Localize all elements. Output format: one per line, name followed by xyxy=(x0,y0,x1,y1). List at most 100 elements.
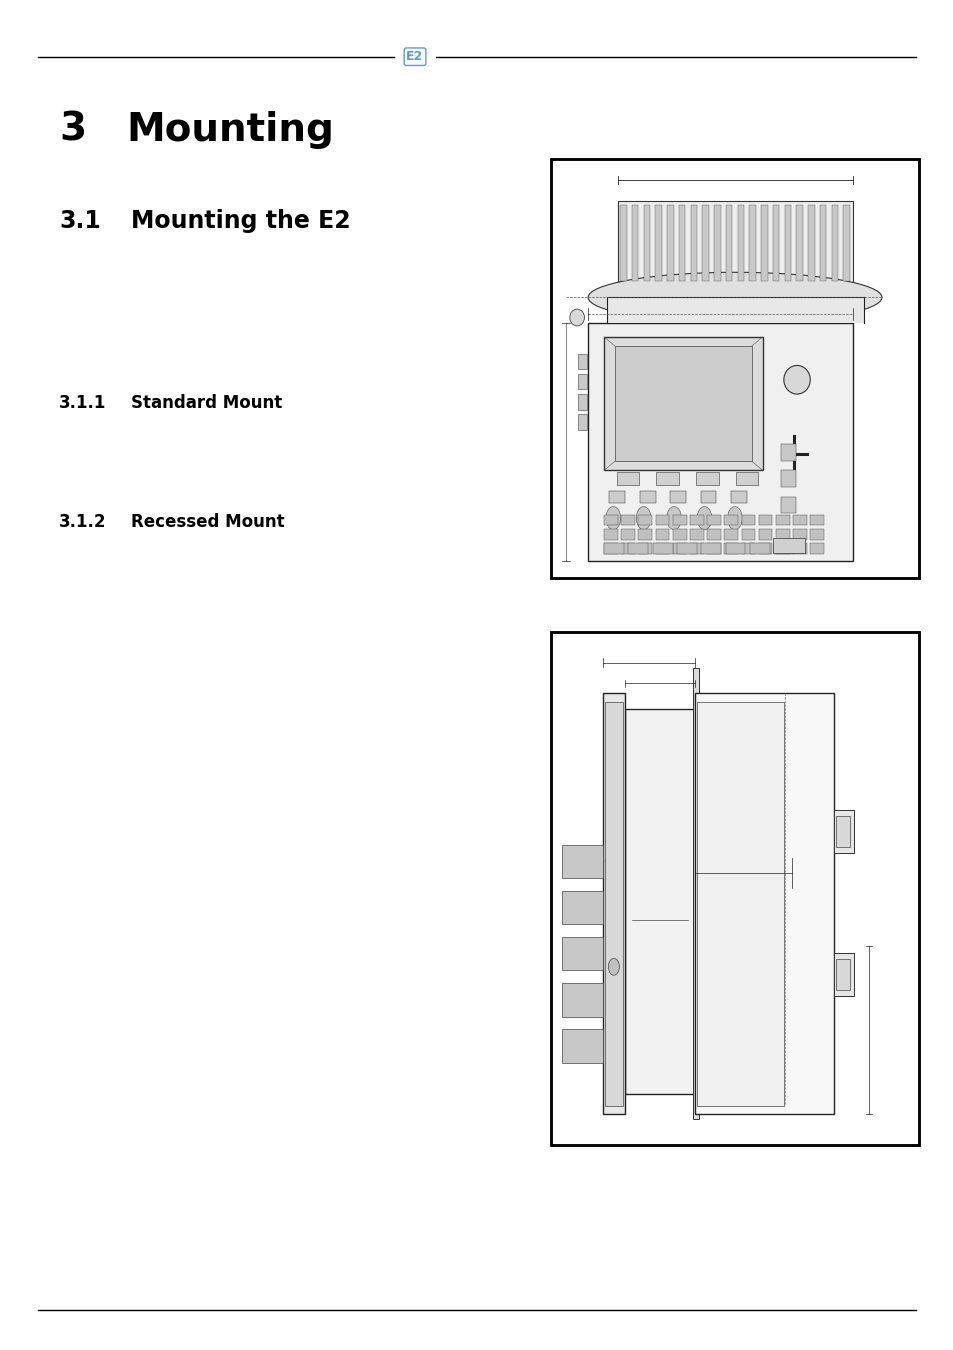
Bar xyxy=(781,444,795,460)
Bar xyxy=(774,543,793,554)
Bar xyxy=(784,205,790,281)
Bar xyxy=(562,1029,602,1062)
Bar xyxy=(620,514,635,525)
Ellipse shape xyxy=(636,506,650,529)
Bar xyxy=(620,543,635,554)
Bar xyxy=(679,205,684,281)
Ellipse shape xyxy=(697,506,711,529)
Ellipse shape xyxy=(727,506,741,529)
Bar xyxy=(655,205,661,281)
Bar xyxy=(725,543,744,554)
Bar xyxy=(749,205,755,281)
Bar xyxy=(697,702,783,1106)
Bar xyxy=(706,529,720,540)
Bar xyxy=(615,346,751,462)
Bar xyxy=(836,958,849,990)
Bar xyxy=(603,543,623,554)
Bar xyxy=(740,514,755,525)
Text: 3.1.2: 3.1.2 xyxy=(59,513,107,531)
Bar xyxy=(758,529,772,540)
Bar xyxy=(758,514,772,525)
Bar xyxy=(723,514,738,525)
Bar xyxy=(638,514,652,525)
Bar xyxy=(603,529,618,540)
Text: Mounting: Mounting xyxy=(126,111,334,148)
Bar xyxy=(792,514,806,525)
Bar xyxy=(758,543,772,554)
Bar xyxy=(652,543,672,554)
Bar xyxy=(631,205,638,281)
Ellipse shape xyxy=(587,273,881,323)
Bar xyxy=(672,543,686,554)
Bar xyxy=(617,201,852,285)
Bar xyxy=(551,159,918,578)
Bar xyxy=(609,491,624,502)
Bar xyxy=(672,529,686,540)
Bar xyxy=(562,983,602,1017)
Bar xyxy=(730,491,746,502)
Bar xyxy=(749,543,769,554)
Bar xyxy=(781,470,795,487)
Ellipse shape xyxy=(666,506,680,529)
Bar xyxy=(689,514,703,525)
Bar xyxy=(836,817,849,846)
Bar xyxy=(551,159,918,578)
Bar xyxy=(689,543,703,554)
Bar xyxy=(577,354,586,369)
Bar xyxy=(628,543,647,554)
Bar xyxy=(551,632,918,1145)
Bar xyxy=(669,491,685,502)
Text: Standard Mount: Standard Mount xyxy=(131,394,282,412)
Bar xyxy=(604,702,622,1106)
Bar xyxy=(714,205,720,281)
Bar xyxy=(706,543,720,554)
Bar xyxy=(620,529,635,540)
Bar xyxy=(577,374,586,389)
Bar xyxy=(639,491,655,502)
Text: Mounting the E2: Mounting the E2 xyxy=(131,209,350,234)
Bar xyxy=(638,543,652,554)
Bar xyxy=(700,491,716,502)
Bar xyxy=(696,471,718,485)
Bar xyxy=(616,471,639,485)
Bar xyxy=(643,205,649,281)
Bar xyxy=(677,543,696,554)
Bar xyxy=(619,205,626,281)
Bar xyxy=(781,497,795,513)
Bar xyxy=(694,694,833,1114)
Bar xyxy=(723,543,738,554)
Bar xyxy=(656,471,679,485)
Bar xyxy=(562,845,602,878)
Bar xyxy=(689,529,703,540)
Bar xyxy=(809,543,823,554)
Ellipse shape xyxy=(605,506,620,529)
Bar xyxy=(577,394,586,409)
Bar xyxy=(587,323,852,562)
Bar xyxy=(690,205,697,281)
Bar xyxy=(700,543,720,554)
Bar xyxy=(701,205,708,281)
Bar xyxy=(807,205,814,281)
Bar xyxy=(666,205,673,281)
Bar xyxy=(706,514,720,525)
Bar xyxy=(603,338,761,470)
Text: 3.1: 3.1 xyxy=(59,209,101,234)
Bar xyxy=(551,632,918,1145)
Bar xyxy=(740,529,755,540)
Bar xyxy=(602,694,624,1114)
Bar xyxy=(624,709,694,1094)
Text: 3: 3 xyxy=(59,111,86,148)
Text: 3.1.1: 3.1.1 xyxy=(59,394,107,412)
Bar xyxy=(833,953,854,996)
Bar xyxy=(809,529,823,540)
Bar xyxy=(562,891,602,925)
Ellipse shape xyxy=(608,958,618,975)
Bar xyxy=(693,668,698,1119)
Bar xyxy=(775,529,789,540)
Bar xyxy=(796,205,802,281)
Bar xyxy=(672,514,686,525)
Bar xyxy=(606,297,862,323)
Bar xyxy=(603,514,618,525)
Bar xyxy=(775,514,789,525)
Bar xyxy=(809,514,823,525)
